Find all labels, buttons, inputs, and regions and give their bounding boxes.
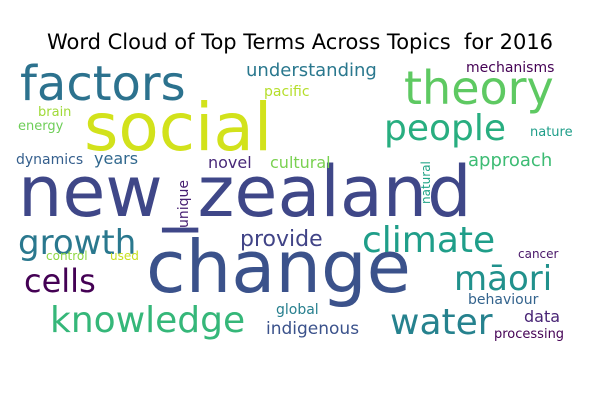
- word-years: years: [94, 149, 138, 168]
- word-change: change: [146, 225, 411, 309]
- word-cells: cells: [24, 262, 96, 300]
- word-factors: factors: [20, 56, 186, 112]
- word-people: people: [384, 108, 506, 149]
- word-understanding: understanding: [246, 60, 377, 81]
- word-control: control: [46, 249, 88, 263]
- word-pacific: pacific: [264, 84, 310, 100]
- word-water: water: [390, 302, 493, 343]
- word-used: used: [110, 249, 139, 263]
- word-behaviour: behaviour: [468, 292, 539, 308]
- word-provide: provide: [240, 227, 323, 252]
- word-mechanisms: mechanisms: [466, 60, 554, 76]
- word-energy: energy: [18, 119, 64, 134]
- word-novel: novel: [208, 153, 252, 172]
- word-natural: natural: [419, 161, 433, 204]
- word-approach: approach: [468, 150, 552, 171]
- word-cancer: cancer: [518, 247, 559, 261]
- word-m-ori: māori: [454, 259, 552, 299]
- word-data: data: [524, 307, 560, 326]
- word-cultural: cultural: [270, 153, 331, 172]
- word-new-zealand: new_zealand: [18, 151, 472, 233]
- word-growth: growth: [18, 223, 136, 263]
- word-processing: processing: [494, 327, 564, 342]
- word-dynamics: dynamics: [16, 152, 83, 168]
- word-brain: brain: [38, 105, 71, 120]
- word-knowledge: knowledge: [50, 300, 245, 341]
- word-unique: unique: [176, 180, 192, 228]
- word-social: social: [84, 89, 272, 166]
- word-global: global: [276, 302, 319, 318]
- chart-title: Word Cloud of Top Terms Across Topics fo…: [46, 30, 554, 54]
- word-nature: nature: [530, 125, 573, 140]
- word-climate: climate: [362, 220, 495, 261]
- word-indigenous: indigenous: [266, 319, 359, 339]
- word-theory: theory: [404, 61, 554, 115]
